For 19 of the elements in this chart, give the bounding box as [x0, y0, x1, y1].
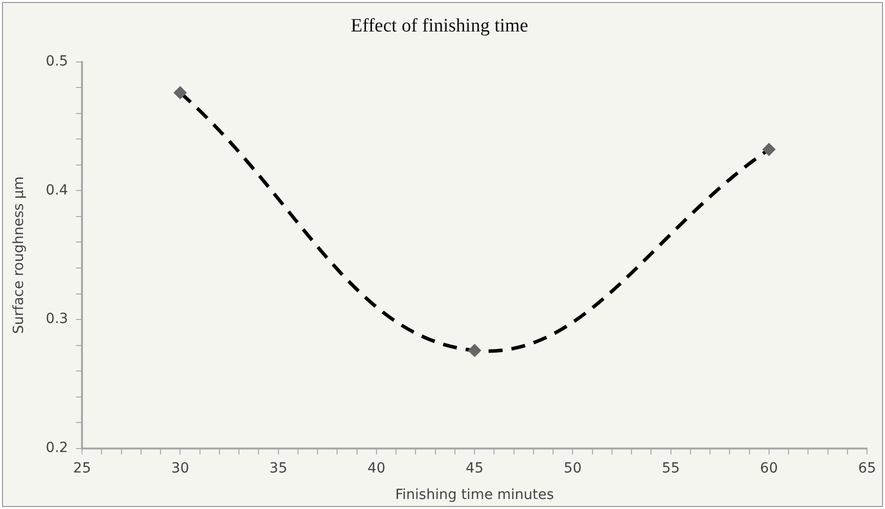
x-tick-label: 45: [466, 460, 484, 476]
y-tick-label: 0.5: [46, 53, 68, 70]
x-tick-label: 25: [73, 460, 91, 476]
x-tick-label: 60: [760, 460, 778, 476]
x-tick-label: 55: [662, 460, 680, 476]
x-tick-label: 65: [858, 460, 876, 476]
y-tick-label: 0.4: [46, 182, 68, 198]
point: [174, 86, 187, 100]
x-axis-title: Finishing time minutes: [395, 487, 554, 504]
y-tick-label: 0.3: [46, 311, 68, 328]
point: [468, 344, 482, 357]
point: [762, 142, 776, 156]
x-tick-label: 30: [171, 460, 190, 476]
y-axis-title: Surface roughness µm: [11, 176, 28, 334]
y-tick-label: 0.2: [46, 440, 68, 456]
x-tick-label: 40: [368, 460, 386, 476]
x-tick-label: 35: [269, 460, 288, 476]
chart-title: Effect of finishing time: [350, 15, 528, 36]
x-tick-label: 50: [564, 460, 582, 476]
